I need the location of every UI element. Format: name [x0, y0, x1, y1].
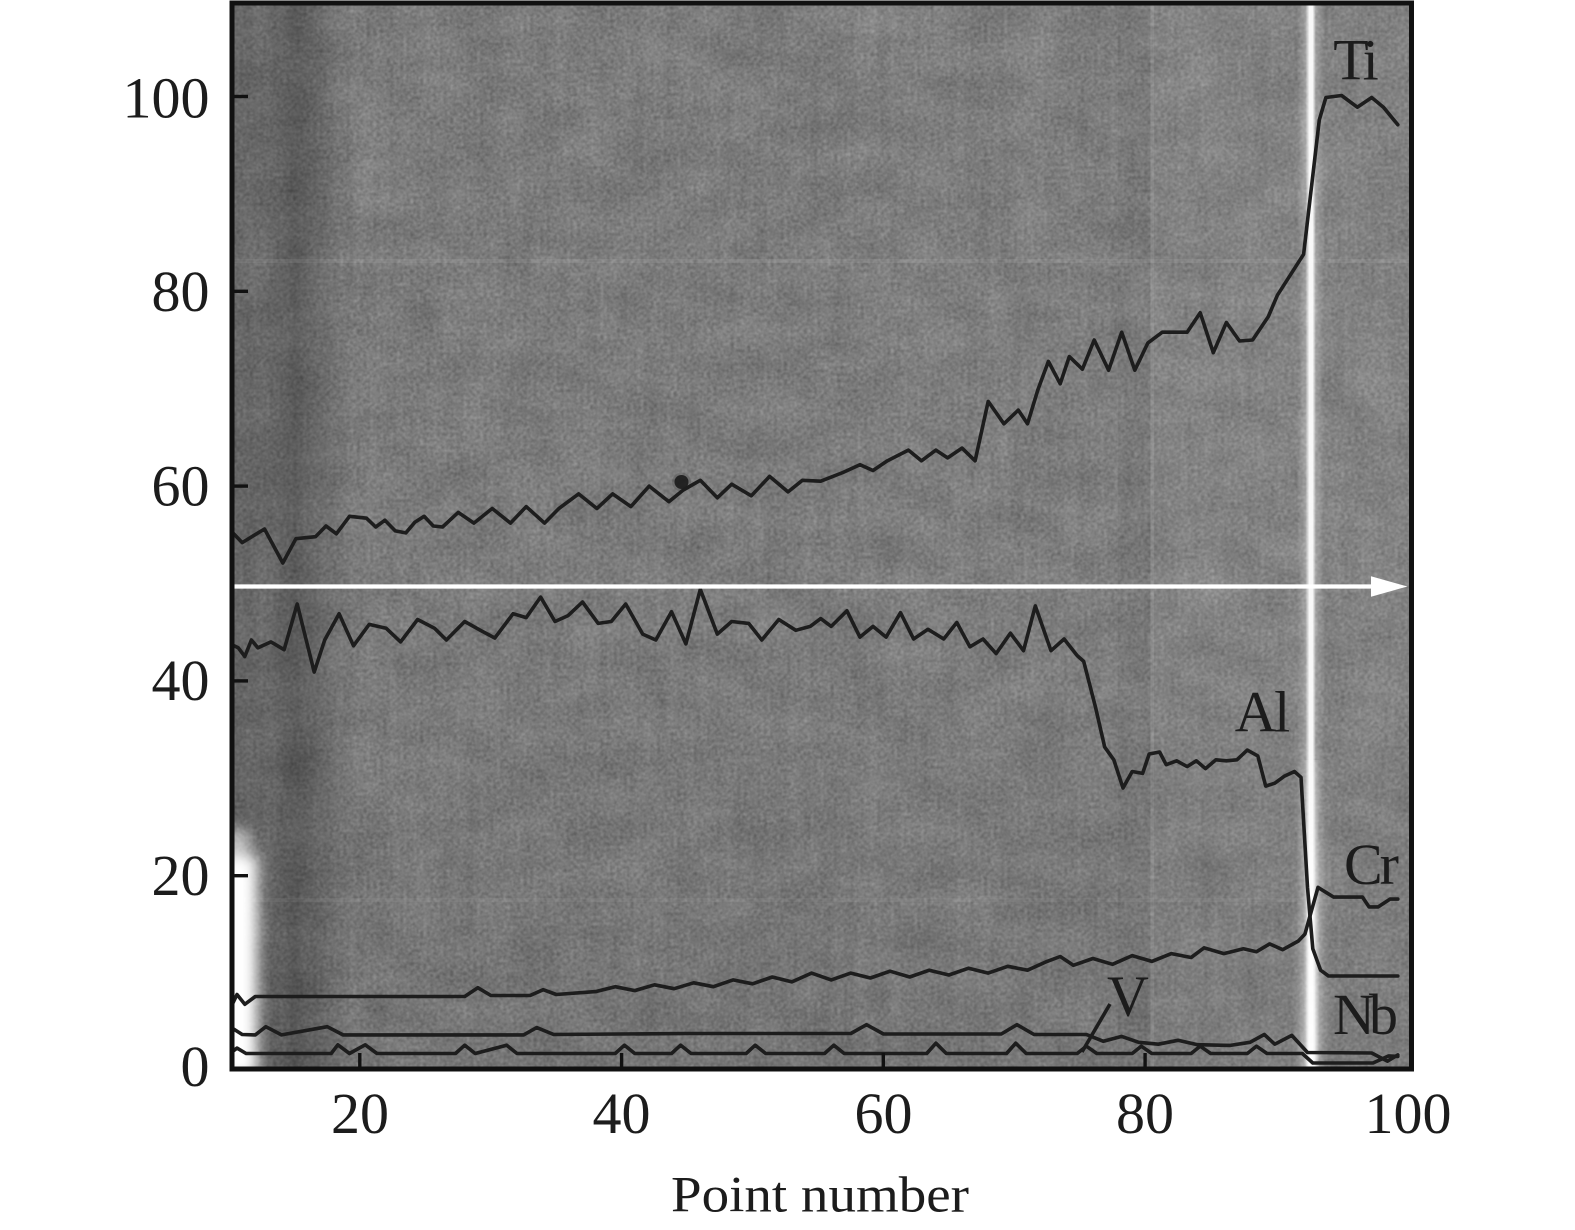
svg-text:40: 40: [593, 1081, 651, 1146]
svg-text:60: 60: [152, 454, 210, 519]
svg-text:20: 20: [331, 1081, 389, 1146]
svg-text:100: 100: [1365, 1081, 1452, 1146]
svg-text:V: V: [1107, 964, 1149, 1029]
svg-text:40: 40: [152, 648, 210, 713]
svg-text:Al: Al: [1235, 680, 1291, 745]
svg-text:20: 20: [152, 843, 210, 908]
svg-text:100: 100: [123, 66, 210, 131]
svg-text:Nb: Nb: [1333, 982, 1398, 1047]
svg-text:80: 80: [152, 259, 210, 324]
svg-text:80: 80: [1116, 1081, 1174, 1146]
svg-text:0: 0: [181, 1034, 210, 1099]
svg-text:Cr: Cr: [1344, 832, 1399, 897]
svg-text:Ti: Ti: [1333, 28, 1379, 93]
svg-text:Point number: Point number: [671, 1167, 969, 1223]
svg-text:60: 60: [855, 1081, 913, 1146]
